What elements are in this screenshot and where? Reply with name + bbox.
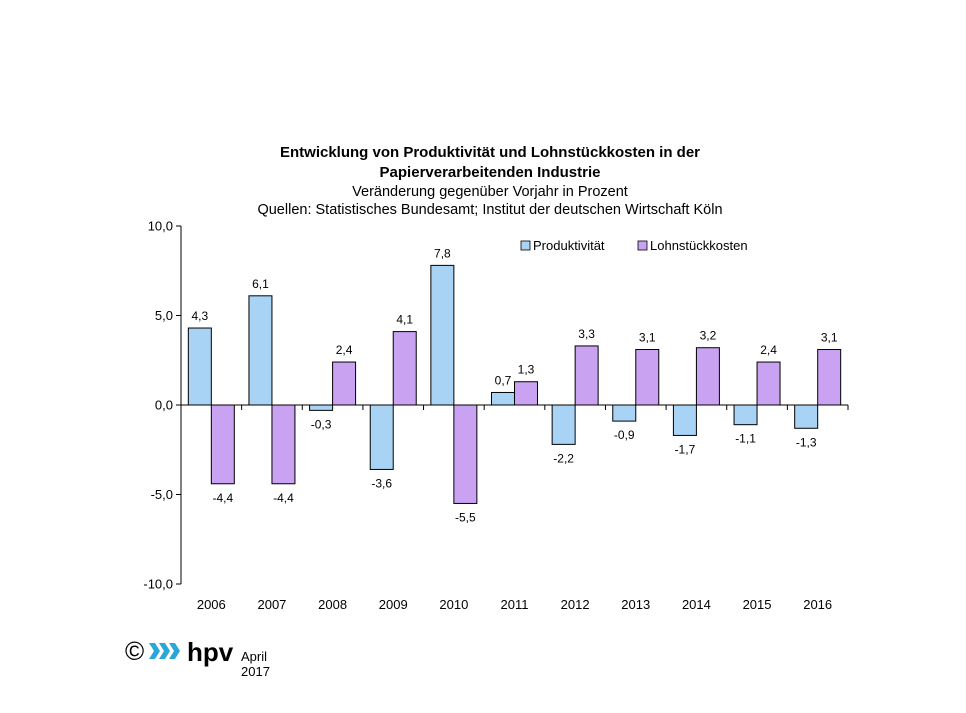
data-label-produktivitaet: 0,7: [495, 373, 512, 387]
legend-label-produktivitaet: Produktivität: [533, 238, 605, 253]
data-label-produktivitaet: -1,1: [735, 432, 756, 446]
data-label-lohnstueckkosten: 4,1: [396, 313, 413, 327]
data-label-produktivitaet: 7,8: [434, 246, 451, 260]
data-label-lohnstueckkosten: 3,1: [639, 331, 656, 345]
bar-produktivitaet: [309, 404, 334, 411]
bar-produktivitaet: [369, 404, 394, 470]
chart-title-line-1: Entwicklung von Produktivität und Lohnst…: [280, 144, 700, 161]
data-label-produktivitaet: -0,9: [614, 428, 635, 442]
chart-subtitle: Veränderung gegenüber Vorjahr in Prozent: [352, 184, 628, 200]
data-label-lohnstueckkosten: 1,3: [518, 363, 535, 377]
data-label-lohnstueckkosten: 2,4: [336, 343, 353, 357]
x-tick-label: 2011: [501, 597, 529, 612]
y-tick-label: 10,0: [148, 219, 173, 234]
y-tick-label: -5,0: [151, 487, 173, 502]
bar-lohnstueckkosten: [392, 331, 417, 406]
bar-lohnstueckkosten: [695, 347, 720, 406]
data-label-produktivitaet: -1,7: [675, 442, 696, 456]
data-label-produktivitaet: 4,3: [191, 309, 208, 323]
data-label-produktivitaet: -3,6: [371, 476, 392, 490]
x-tick-label: 2008: [318, 597, 347, 612]
data-label-lohnstueckkosten: -4,4: [273, 491, 294, 505]
chart-source: Quellen: Statistisches Bundesamt; Instit…: [257, 202, 722, 218]
data-label-produktivitaet: -2,2: [553, 451, 574, 465]
data-label-produktivitaet: -0,3: [311, 417, 332, 431]
x-tick-label: 2013: [621, 597, 650, 612]
bar-lohnstueckkosten: [635, 349, 660, 406]
x-tick-label: 2009: [379, 597, 408, 612]
axes: 10,0 5,0 0,0 -5,0 -10,0 2006 2007 2008 2009 2010 2…: [143, 219, 849, 612]
data-label-lohnstueckkosten: -4,4: [212, 491, 233, 505]
chart-title-line-2: Papierverarbeitenden Industrie: [380, 164, 601, 181]
y-tick-label: 0,0: [155, 398, 173, 413]
x-tick-label: 2006: [197, 597, 226, 612]
copyright-symbol: ©: [125, 636, 145, 666]
data-label-lohnstueckkosten: 3,3: [578, 327, 595, 341]
x-tick-label: 2014: [682, 597, 711, 612]
y-tick-label: 5,0: [155, 308, 173, 323]
data-label-lohnstueckkosten: 3,2: [700, 329, 717, 343]
x-tick-label: 2007: [257, 597, 286, 612]
legend-label-lohnstueckkosten: Lohnstückkosten: [650, 238, 748, 253]
bar-lohnstueckkosten: [756, 361, 781, 406]
bar-produktivitaet: [491, 391, 515, 406]
x-tick-label: 2015: [743, 597, 772, 612]
bar-lohnstueckkosten: [574, 345, 599, 406]
bar-lohnstueckkosten: [453, 404, 478, 504]
x-tick-label: 2016: [803, 597, 832, 612]
bars: [187, 264, 842, 504]
bar-lohnstueckkosten: [332, 361, 357, 406]
bar-produktivitaet: [248, 295, 273, 406]
bar-lohnstueckkosten: [210, 404, 235, 485]
chevron-arrows-icon: [149, 643, 180, 659]
bar-produktivitaet: [733, 404, 758, 426]
bar-lohnstueckkosten: [817, 349, 842, 406]
bar-produktivitaet: [187, 327, 212, 406]
hpv-logo: hpv: [149, 639, 234, 667]
data-label-produktivitaet: 6,1: [252, 277, 269, 291]
legend: Produktivität Lohnstückkosten: [520, 238, 748, 253]
hpv-logo-text: hpv: [187, 639, 234, 667]
legend-swatch-lohnstueckkosten: [637, 240, 648, 251]
bar-produktivitaet: [612, 404, 637, 422]
bar-produktivitaet: [551, 404, 576, 445]
bar-produktivitaet: [672, 404, 697, 436]
data-label-lohnstueckkosten: -5,5: [455, 510, 476, 524]
bar-lohnstueckkosten: [271, 404, 296, 485]
x-tick-label: 2012: [561, 597, 590, 612]
bar-produktivitaet: [430, 264, 455, 406]
bar-produktivitaet: [794, 404, 819, 429]
data-label-lohnstueckkosten: 3,1: [821, 331, 838, 345]
y-tick-label: -10,0: [143, 577, 173, 592]
legend-swatch-produktivitaet: [520, 240, 531, 251]
data-label-lohnstueckkosten: 2,4: [760, 343, 777, 357]
data-labels: 4,3 6,1 -0,3 -3,6 7,8 0,7 -2,2 -0,9 -1,7 -1,1 -1,3…: [191, 246, 837, 524]
footer-date: April 2017: [241, 649, 270, 679]
data-label-produktivitaet: -1,3: [796, 435, 817, 449]
bar-lohnstueckkosten: [514, 381, 538, 406]
x-tick-label: 2010: [439, 597, 468, 612]
